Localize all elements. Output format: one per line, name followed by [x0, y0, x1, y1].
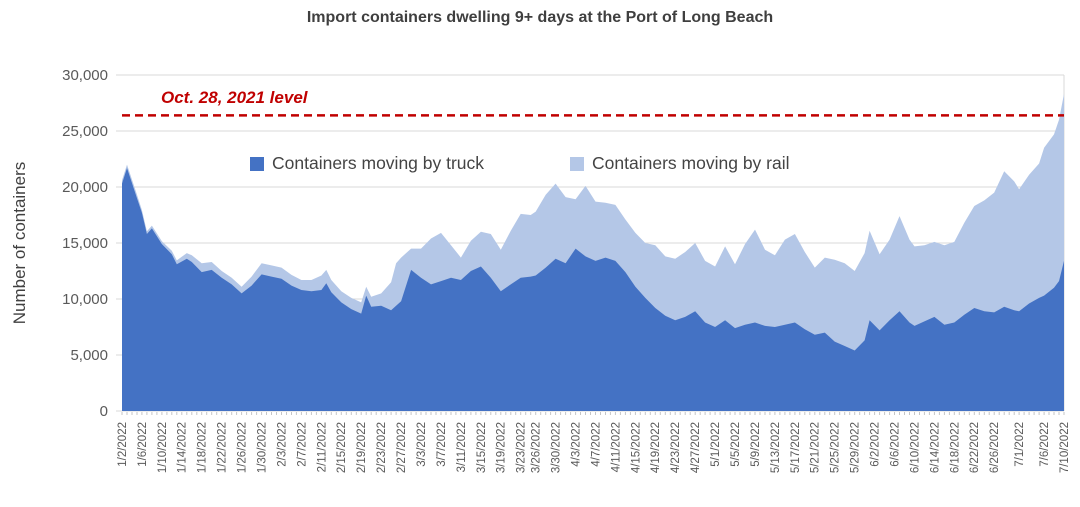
svg-text:6/26/2022: 6/26/2022 — [989, 422, 1001, 473]
svg-text:2/23/2022: 2/23/2022 — [376, 422, 388, 473]
legend: Containers moving by truck Containers mo… — [250, 153, 790, 174]
svg-text:3/7/2022: 3/7/2022 — [436, 422, 448, 467]
svg-text:3/15/2022: 3/15/2022 — [476, 422, 488, 473]
svg-text:3/30/2022: 3/30/2022 — [551, 422, 563, 473]
svg-text:15,000: 15,000 — [62, 235, 108, 252]
svg-text:1/22/2022: 1/22/2022 — [217, 422, 229, 473]
svg-text:2/3/2022: 2/3/2022 — [276, 422, 288, 467]
svg-text:6/22/2022: 6/22/2022 — [969, 422, 981, 473]
svg-text:20,000: 20,000 — [62, 179, 108, 196]
svg-text:5/17/2022: 5/17/2022 — [790, 422, 802, 473]
svg-text:5/21/2022: 5/21/2022 — [810, 422, 822, 473]
svg-text:30,000: 30,000 — [62, 67, 108, 84]
svg-text:1/30/2022: 1/30/2022 — [256, 422, 268, 473]
svg-text:7/10/2022: 7/10/2022 — [1059, 422, 1071, 473]
svg-text:2/19/2022: 2/19/2022 — [356, 422, 368, 473]
svg-text:0: 0 — [100, 403, 108, 420]
svg-text:3/26/2022: 3/26/2022 — [531, 422, 543, 473]
svg-text:2/7/2022: 2/7/2022 — [296, 422, 308, 467]
svg-text:5,000: 5,000 — [70, 347, 108, 364]
svg-text:1/26/2022: 1/26/2022 — [237, 422, 249, 473]
svg-text:4/19/2022: 4/19/2022 — [650, 422, 662, 473]
legend-item-truck: Containers moving by truck — [250, 153, 484, 174]
svg-text:7/1/2022: 7/1/2022 — [1014, 422, 1026, 467]
svg-text:1/18/2022: 1/18/2022 — [197, 422, 209, 473]
svg-text:4/23/2022: 4/23/2022 — [670, 422, 682, 473]
svg-text:5/13/2022: 5/13/2022 — [770, 422, 782, 473]
svg-text:6/6/2022: 6/6/2022 — [889, 422, 901, 467]
svg-text:6/10/2022: 6/10/2022 — [909, 422, 921, 473]
svg-text:4/27/2022: 4/27/2022 — [690, 422, 702, 473]
svg-text:4/11/2022: 4/11/2022 — [610, 422, 622, 472]
svg-text:2/15/2022: 2/15/2022 — [336, 422, 348, 473]
svg-text:6/2/2022: 6/2/2022 — [870, 422, 882, 467]
rail-series-label: Containers moving by rail — [592, 153, 790, 173]
chart-title: Import containers dwelling 9+ days at th… — [306, 9, 774, 26]
svg-text:3/11/2022: 3/11/2022 — [456, 422, 468, 472]
svg-text:2/11/2022: 2/11/2022 — [316, 422, 328, 472]
svg-text:3/3/2022: 3/3/2022 — [416, 422, 428, 467]
svg-text:1/14/2022: 1/14/2022 — [177, 422, 189, 473]
svg-text:5/9/2022: 5/9/2022 — [750, 422, 762, 467]
svg-text:6/14/2022: 6/14/2022 — [929, 422, 941, 473]
rail-series-swatch — [570, 156, 585, 171]
svg-text:4/15/2022: 4/15/2022 — [630, 422, 642, 473]
svg-text:5/29/2022: 5/29/2022 — [850, 422, 862, 473]
y-axis-title: Number of containers — [10, 161, 29, 325]
legend-item-rail: Containers moving by rail — [570, 153, 790, 174]
svg-text:2/27/2022: 2/27/2022 — [396, 422, 408, 473]
svg-text:25,000: 25,000 — [62, 123, 108, 140]
svg-text:10,000: 10,000 — [62, 291, 108, 308]
svg-text:1/6/2022: 1/6/2022 — [137, 422, 149, 467]
svg-text:4/7/2022: 4/7/2022 — [590, 422, 602, 467]
svg-text:3/23/2022: 3/23/2022 — [516, 422, 528, 473]
svg-text:5/25/2022: 5/25/2022 — [830, 422, 842, 473]
truck-series-swatch — [250, 156, 264, 171]
svg-text:3/19/2022: 3/19/2022 — [496, 422, 508, 473]
svg-text:5/5/2022: 5/5/2022 — [730, 422, 742, 467]
svg-text:1/10/2022: 1/10/2022 — [157, 422, 169, 473]
svg-text:6/18/2022: 6/18/2022 — [949, 422, 961, 473]
svg-text:5/1/2022: 5/1/2022 — [710, 422, 722, 467]
reference-line-label: Oct. 28, 2021 level — [161, 88, 308, 107]
svg-text:1/2/2022: 1/2/2022 — [117, 422, 129, 467]
truck-series-label: Containers moving by truck — [272, 153, 485, 173]
svg-text:4/3/2022: 4/3/2022 — [570, 422, 582, 467]
svg-text:7/6/2022: 7/6/2022 — [1039, 422, 1051, 467]
